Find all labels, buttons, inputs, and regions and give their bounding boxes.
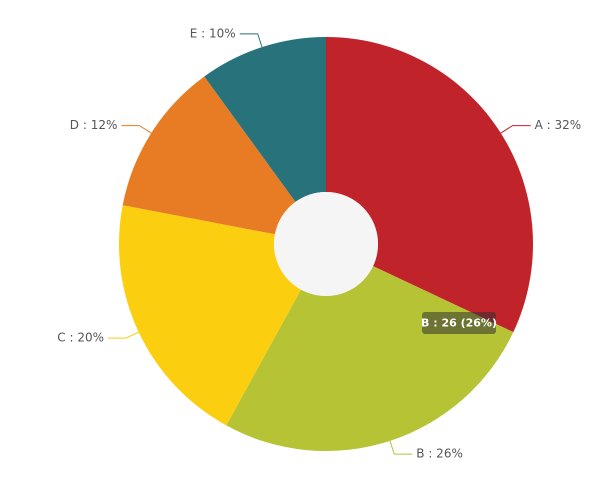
pie-slice [204, 37, 326, 202]
label-line [389, 440, 413, 455]
label-line [108, 331, 139, 339]
slice-label: C : 20% [57, 331, 104, 345]
slice-label: E : 10% [190, 26, 236, 40]
label-line [239, 33, 263, 48]
donut-hole [274, 192, 378, 296]
label-line [500, 125, 531, 134]
slice-label: D : 12% [70, 118, 118, 132]
pie-slice [326, 37, 533, 333]
tooltip-box [422, 312, 496, 334]
tooltip-text: B : 26 (26%) [421, 317, 497, 330]
pie-slice [119, 205, 301, 426]
pie-slice [122, 76, 296, 235]
label-line [121, 125, 152, 134]
tooltip: B : 26 (26%) [421, 312, 497, 334]
slice-label: B : 26% [416, 447, 463, 461]
slice-label: A : 32% [535, 118, 582, 132]
